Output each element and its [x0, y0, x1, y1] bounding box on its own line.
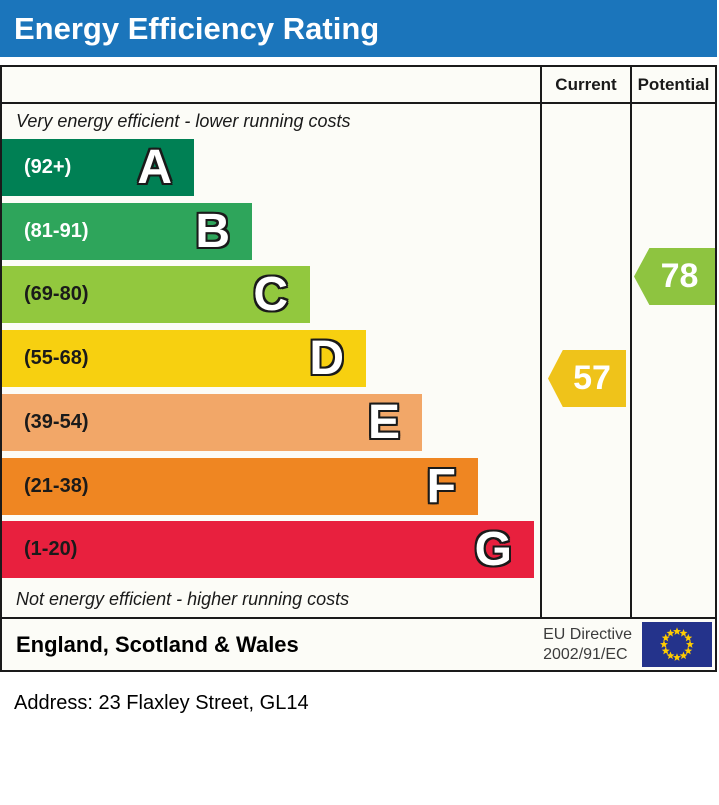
current-column-divider — [540, 67, 542, 617]
band-g: (1-20) G — [2, 521, 534, 578]
band-a: (92+) A — [2, 139, 194, 196]
region-label: England, Scotland & Wales — [16, 631, 299, 657]
band-letter: F — [426, 460, 456, 513]
band-letter: A — [137, 141, 172, 194]
potential-rating-value: 78 — [660, 257, 699, 295]
current-rating-arrow: 57 — [548, 350, 626, 407]
eu-directive-line2: 2002/91/EC — [543, 645, 628, 663]
top-note: Very energy efficient - lower running co… — [16, 111, 351, 131]
band-letter: E — [367, 396, 400, 449]
band-letter: C — [253, 268, 288, 321]
band-range-label: (69-80) — [24, 283, 89, 305]
band-letter: G — [474, 523, 512, 576]
table-footer: England, Scotland & Wales EU Directive 2… — [2, 617, 715, 670]
band-range-label: (81-91) — [24, 220, 89, 242]
band-f: (21-38) F — [2, 458, 478, 515]
band-range-label: (1-20) — [24, 538, 78, 560]
band-range-label: (55-68) — [24, 347, 89, 369]
eu-flag-icon — [642, 622, 712, 667]
band-range-label: (39-54) — [24, 411, 89, 433]
page-title: Energy Efficiency Rating — [14, 10, 380, 46]
eu-directive-label: EU Directive 2002/91/EC — [543, 625, 632, 665]
band-letter: B — [195, 205, 230, 258]
band-letter: D — [309, 332, 344, 385]
potential-column-divider — [630, 67, 632, 617]
title-bar: Energy Efficiency Rating — [0, 0, 717, 57]
current-rating-cell: 57 — [542, 104, 630, 617]
band-c: (69-80) C — [2, 266, 310, 323]
current-rating-value: 57 — [573, 359, 611, 397]
address-line: Address: 23 Flaxley Street, GL14 — [14, 692, 309, 714]
band-range-label: (92+) — [24, 156, 72, 178]
band-d: (55-68) D — [2, 330, 366, 387]
potential-rating-arrow: 78 — [634, 248, 715, 305]
band-e: (39-54) E — [2, 394, 422, 451]
column-header-potential: Potential — [637, 75, 710, 94]
potential-rating-cell: 78 — [632, 104, 715, 617]
band-chart: Very energy efficient - lower running co… — [2, 104, 540, 617]
header-divider — [2, 102, 715, 104]
column-header-current: Current — [555, 75, 617, 94]
band-b: (81-91) B — [2, 203, 252, 260]
band-range-label: (21-38) — [24, 475, 89, 497]
energy-rating-table: Current Potential Very energy efficient … — [0, 65, 717, 672]
eu-directive-line1: EU Directive — [543, 625, 632, 643]
bottom-note: Not energy efficient - higher running co… — [16, 589, 350, 609]
